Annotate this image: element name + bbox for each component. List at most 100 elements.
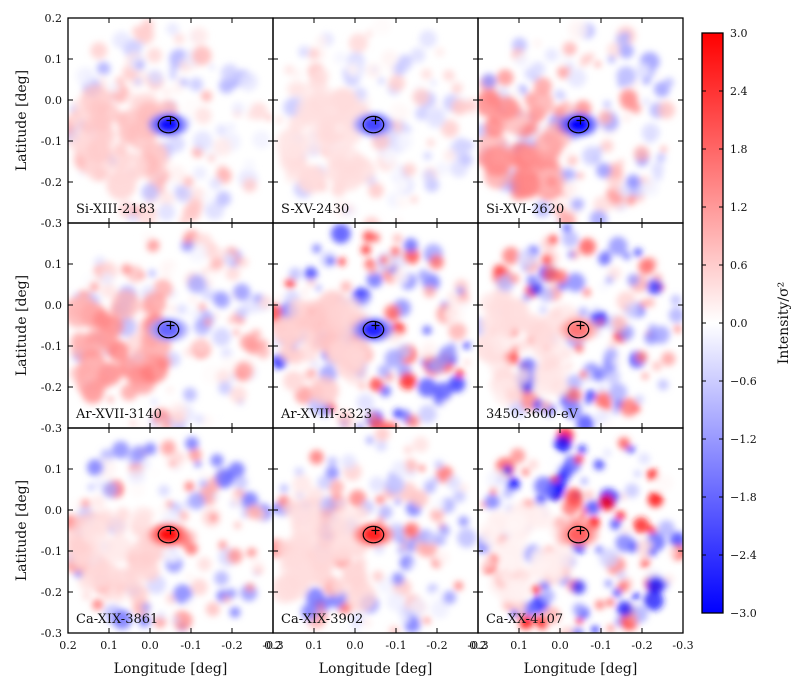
colorbar-tick-label: −0.6 xyxy=(730,375,757,388)
noise-blob xyxy=(633,145,650,162)
noise-blob xyxy=(273,302,283,322)
colorbar-label: Intensity/σ² xyxy=(776,282,792,365)
noise-blob xyxy=(429,254,444,270)
noise-blob xyxy=(561,230,579,248)
y-tick-label: 0.0 xyxy=(45,504,63,517)
noise-blob xyxy=(578,515,585,522)
noise-blob xyxy=(641,178,660,197)
west-emission-blob xyxy=(509,168,541,199)
noise-blob xyxy=(462,341,471,350)
west-emission-blob xyxy=(351,542,364,555)
source-core xyxy=(566,525,591,544)
source-core xyxy=(566,320,591,339)
noise-blob xyxy=(214,570,229,586)
noise-blob xyxy=(570,197,585,211)
west-emission-blob xyxy=(482,348,500,365)
noise-blob xyxy=(356,423,364,428)
source-core xyxy=(156,525,181,544)
panel-blobs xyxy=(68,230,273,428)
noise-blob xyxy=(315,35,328,47)
noise-blob xyxy=(651,361,662,372)
noise-blob xyxy=(229,386,247,404)
noise-blob xyxy=(316,610,328,622)
noise-blob xyxy=(518,614,534,630)
noise-blob xyxy=(422,169,436,183)
noise-blob xyxy=(411,174,419,182)
source-core xyxy=(156,115,181,134)
noise-blob xyxy=(595,545,604,554)
panel-frame xyxy=(477,427,684,634)
noise-blob xyxy=(591,625,599,633)
noise-blob xyxy=(298,49,307,58)
source-region-ellipse xyxy=(362,525,385,544)
noise-blob xyxy=(189,77,204,92)
x-tick-label: 0.0 xyxy=(346,639,364,652)
noise-blob xyxy=(421,341,437,357)
heatmap-panel: Si-XIII-2183 xyxy=(68,18,273,223)
noise-blob xyxy=(607,162,623,179)
west-emission-blob xyxy=(289,504,320,535)
noise-blob xyxy=(220,64,239,83)
noise-blob xyxy=(579,371,588,379)
noise-blob xyxy=(241,491,259,509)
noise-blob xyxy=(410,489,429,508)
noise-blob xyxy=(635,351,648,363)
noise-blob xyxy=(628,446,636,454)
x-tick-label: 0.2 xyxy=(469,639,487,652)
noise-blob xyxy=(138,210,157,223)
west-emission-blob xyxy=(524,120,539,135)
west-emission-blob xyxy=(341,561,368,588)
noise-blob xyxy=(288,267,302,281)
panel-smoothing xyxy=(68,436,272,633)
noise-blob xyxy=(375,440,388,452)
noise-blob xyxy=(169,72,177,80)
source-region-ellipse xyxy=(362,115,385,134)
x-tick-label: 0.1 xyxy=(100,639,118,652)
y-tick-label: -0.2 xyxy=(41,176,62,189)
noise-blob xyxy=(514,53,529,67)
noise-blob xyxy=(393,176,410,193)
noise-blob xyxy=(615,32,630,47)
noise-blob xyxy=(258,297,270,309)
y-tick-label: 0.1 xyxy=(45,53,63,66)
noise-blob xyxy=(221,355,237,371)
noise-blob xyxy=(318,496,337,515)
x-axis-label: Longitude [deg] xyxy=(524,661,638,677)
panel-label: Si-XIII-2183 xyxy=(76,202,155,217)
noise-blob xyxy=(547,234,559,245)
noise-blob xyxy=(305,587,325,607)
noise-blob xyxy=(460,153,473,167)
noise-blob xyxy=(136,61,145,70)
noise-blob xyxy=(644,331,658,345)
noise-blob xyxy=(403,247,420,265)
noise-blob xyxy=(134,78,142,86)
noise-blob xyxy=(419,30,437,48)
noise-blob xyxy=(592,368,606,382)
west-emission-blob xyxy=(111,289,140,319)
noise-blob xyxy=(601,419,615,428)
noise-blob xyxy=(567,68,587,88)
noise-blob xyxy=(214,411,226,423)
source-core xyxy=(566,115,591,134)
noise-blob xyxy=(402,163,417,177)
west-emission-blob xyxy=(500,299,528,327)
x-axis-label: Longitude [deg] xyxy=(114,661,228,677)
noise-blob xyxy=(448,322,467,341)
colorbar-tick-label: 2.4 xyxy=(730,85,748,98)
noise-blob xyxy=(211,267,221,278)
noise-blob xyxy=(617,158,625,166)
noise-blob xyxy=(612,408,620,415)
noise-blob xyxy=(380,256,388,264)
noise-blob xyxy=(190,27,208,46)
panels-layer: Si-XIII-2183 S-XV-2430 Si-XVI-2620 Ar-XVII-… xyxy=(68,18,683,633)
noise-blob xyxy=(453,489,466,503)
noise-blob xyxy=(505,476,520,491)
noise-blob xyxy=(192,130,213,151)
noise-blob xyxy=(605,277,613,284)
noise-blob xyxy=(446,475,461,490)
noise-blob xyxy=(598,494,615,511)
noise-blob xyxy=(571,579,586,595)
west-emission-blob xyxy=(113,141,128,156)
noise-blob xyxy=(410,195,418,204)
noise-blob xyxy=(146,238,160,253)
